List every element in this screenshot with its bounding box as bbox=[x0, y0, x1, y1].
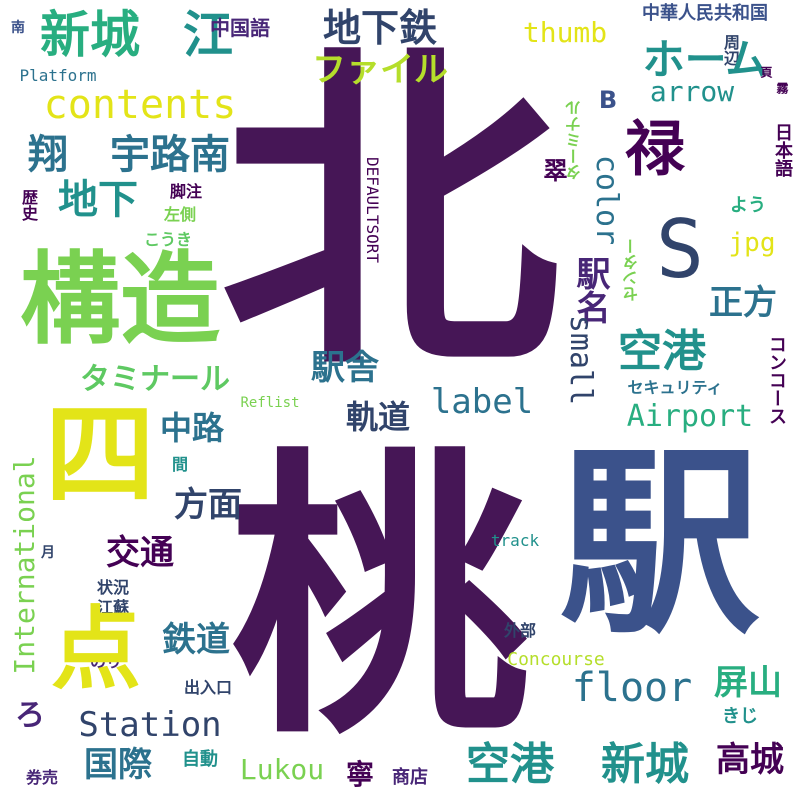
word: color bbox=[589, 154, 624, 246]
word: 券売 bbox=[25, 768, 59, 787]
word: 地下鉄 bbox=[322, 6, 438, 50]
word: 構造 bbox=[20, 241, 220, 358]
word: jpg bbox=[728, 228, 776, 258]
word: 江 bbox=[183, 6, 233, 64]
word: Station bbox=[78, 705, 222, 745]
word: 高城 bbox=[716, 740, 784, 780]
word: 新城 bbox=[601, 739, 689, 790]
word: 左側 bbox=[163, 205, 197, 224]
word: 四 bbox=[45, 391, 155, 519]
word: 状況 bbox=[96, 578, 130, 597]
word: 新城 bbox=[40, 6, 140, 64]
word: きじ bbox=[722, 706, 758, 727]
word: International bbox=[8, 455, 41, 675]
word: 中路 bbox=[159, 409, 225, 447]
word: 自動 bbox=[182, 749, 218, 770]
word: Platform bbox=[19, 66, 97, 85]
word: 国際 bbox=[84, 745, 152, 785]
word: セキュリティ bbox=[627, 378, 723, 397]
word: 方面 bbox=[174, 485, 242, 525]
word: 商店 bbox=[392, 767, 428, 788]
word: タミナール bbox=[80, 362, 230, 397]
word: 歴史 bbox=[19, 189, 38, 221]
word: Concourse bbox=[507, 649, 605, 670]
word: 空港 bbox=[466, 739, 554, 790]
word: S bbox=[655, 203, 705, 296]
word: 出入口 bbox=[183, 678, 233, 697]
word: 地下 bbox=[58, 177, 138, 223]
word: small bbox=[563, 314, 598, 406]
word: コンコース bbox=[766, 335, 787, 425]
word: 北 bbox=[220, 17, 560, 413]
word: 翠 bbox=[539, 158, 567, 182]
word: ホーム bbox=[642, 35, 768, 84]
word: label bbox=[430, 382, 534, 422]
word: 日本語 bbox=[772, 123, 793, 177]
word: 江蘇 bbox=[96, 598, 130, 617]
word: Airport bbox=[626, 399, 754, 434]
word: こうき bbox=[143, 230, 193, 249]
word: thumb bbox=[522, 16, 608, 49]
word: Reflist bbox=[240, 395, 300, 411]
word: floor bbox=[571, 665, 693, 711]
word: 周辺 bbox=[721, 34, 740, 66]
word: のり bbox=[89, 652, 123, 671]
word: ファイル bbox=[312, 50, 448, 90]
word: 駅舎 bbox=[311, 348, 379, 388]
word: 交通 bbox=[106, 533, 174, 573]
word: 外部 bbox=[503, 621, 537, 640]
word: contents bbox=[43, 82, 237, 128]
word: track bbox=[490, 531, 540, 550]
word: センター bbox=[622, 238, 641, 302]
word: 中国語 bbox=[210, 16, 270, 40]
word: 宇路南 bbox=[110, 132, 230, 178]
word: 霧 bbox=[775, 82, 789, 94]
word: Lukou bbox=[239, 753, 325, 786]
word: 南 bbox=[11, 20, 25, 36]
word: 鉄道 bbox=[162, 620, 230, 660]
word: 頁 bbox=[759, 66, 773, 78]
word: 点 bbox=[51, 597, 141, 702]
word: arrow bbox=[649, 75, 735, 108]
word: 駅 bbox=[559, 428, 761, 661]
word: ろ bbox=[15, 698, 45, 733]
word: 寧 bbox=[345, 758, 375, 791]
word: 脚注 bbox=[169, 182, 203, 201]
word: 軌道 bbox=[345, 398, 411, 436]
word: 正方 bbox=[709, 283, 777, 323]
word: 駅名 bbox=[570, 256, 610, 324]
word: B bbox=[598, 86, 618, 114]
word: 中華人民共和国 bbox=[642, 3, 768, 24]
word: 空港 bbox=[618, 326, 706, 377]
word: 桃 bbox=[230, 425, 530, 774]
word: 禄 bbox=[625, 115, 685, 185]
word: ターミナル bbox=[565, 100, 584, 180]
word: 翔 bbox=[28, 132, 68, 178]
word: 屏山 bbox=[714, 663, 782, 703]
word: 間 bbox=[171, 455, 189, 474]
word: よう bbox=[730, 195, 766, 216]
word: DEFAULTSORT bbox=[363, 157, 382, 263]
word: 月 bbox=[41, 545, 55, 561]
